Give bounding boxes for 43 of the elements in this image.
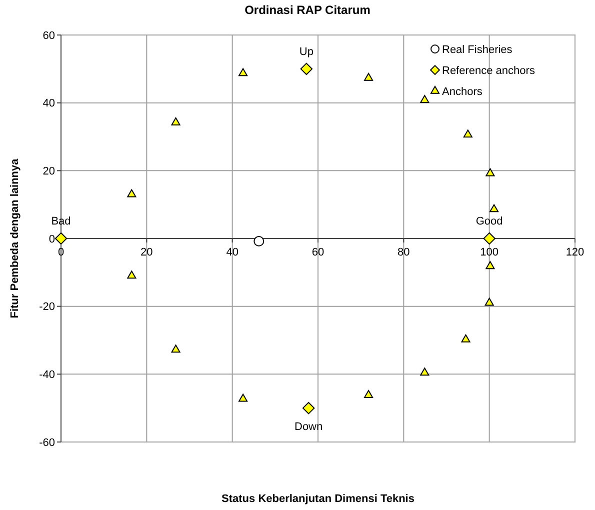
point	[127, 270, 136, 279]
point	[171, 117, 180, 126]
x-tick-label: 100	[480, 246, 499, 258]
y-tick-label: -60	[39, 436, 55, 449]
y-tick-label: -40	[39, 369, 55, 382]
legend-label: Real Fisheries	[442, 44, 513, 56]
point	[486, 261, 495, 270]
y-tick-label: 40	[42, 98, 55, 110]
y-tick-label: 0	[48, 233, 55, 246]
x-tick-label: 20	[140, 246, 153, 258]
point	[364, 72, 374, 81]
legend-label: Reference anchors	[442, 64, 536, 77]
annotation: Up	[299, 46, 314, 58]
point	[238, 394, 248, 402]
y-tick-label: 20	[42, 166, 55, 178]
point	[484, 298, 494, 306]
y-tick-label: 60	[42, 30, 55, 42]
x-tick-label: 40	[226, 246, 238, 258]
x-tick-label: 60	[312, 246, 324, 258]
point	[238, 68, 248, 76]
annotation: Down	[294, 421, 323, 434]
point	[302, 402, 315, 414]
x-tick-label: 80	[398, 246, 410, 258]
point	[171, 344, 180, 353]
point	[463, 130, 472, 138]
point	[490, 204, 499, 212]
annotation: Good	[476, 216, 503, 228]
point	[54, 232, 68, 245]
y-tick-label: -20	[39, 301, 55, 314]
legend-label: Anchors	[442, 86, 483, 98]
y-axis-title: Fitur Pembeda dengan lainnya	[9, 158, 21, 318]
point	[300, 62, 313, 76]
point	[254, 236, 264, 246]
point	[461, 334, 470, 342]
x-axis-title: Status Keberlanjutan Dimensi Teknis	[222, 493, 414, 505]
point	[420, 94, 430, 103]
point	[483, 232, 496, 245]
point	[486, 168, 495, 176]
point	[420, 368, 430, 376]
x-tick-label: 120	[566, 246, 584, 258]
point	[364, 390, 374, 398]
point	[127, 189, 136, 198]
chart-title: Ordinasi RAP Citarum	[244, 3, 370, 17]
